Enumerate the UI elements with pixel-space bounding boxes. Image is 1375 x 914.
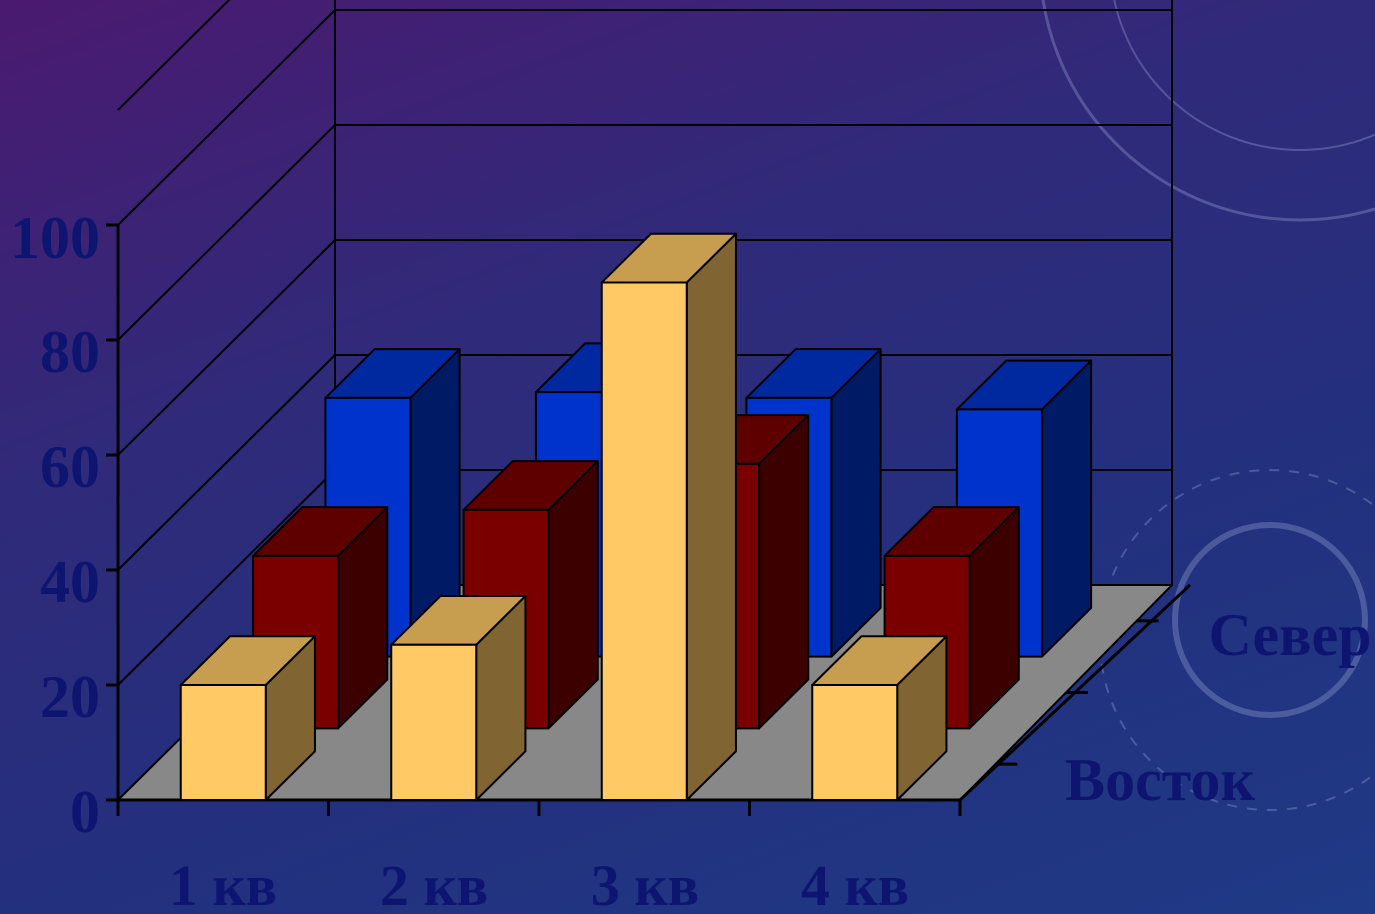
gridline-left-wall — [117, 469, 336, 686]
y-tick-label-40: 40 — [40, 549, 100, 615]
bar-front-face — [600, 281, 688, 801]
y-tick-label-100: 100 — [10, 205, 100, 271]
category-label-4: 4 кв — [801, 853, 909, 914]
bar-front-face — [390, 643, 478, 801]
bar-series-1-2 — [390, 595, 527, 801]
gridline-left-wall — [117, 239, 336, 456]
dial-ring-dashed — [1099, 469, 1375, 811]
bar-side-face — [758, 414, 810, 730]
y-tick-label-20: 20 — [40, 664, 100, 730]
bar-series-1-1 — [179, 635, 316, 801]
series-1 — [179, 232, 948, 801]
dial-ring-small — [1172, 522, 1368, 718]
bar-front-face — [179, 684, 267, 801]
gridline-left-wall — [117, 9, 336, 226]
category-label-1: 1 кв — [169, 853, 277, 914]
dial-ring-outer — [1041, 0, 1375, 222]
bar-side-face — [830, 348, 882, 658]
bar-series-1-3 — [600, 232, 737, 801]
depth-label-sever: Север — [1208, 602, 1371, 668]
gridline-left-wall — [117, 124, 336, 341]
category-label-2: 2 кв — [380, 853, 488, 914]
bar-series-1-4 — [811, 635, 948, 801]
y-tick-label-0: 0 — [70, 779, 100, 845]
gridline-left-wall — [117, 354, 336, 571]
category-label-3: 3 кв — [591, 853, 699, 914]
depth-label-vostok: Восток — [1065, 747, 1255, 813]
chart-plot — [106, 0, 1192, 816]
background-decoration — [1041, 0, 1375, 811]
dial-ring-inner — [1113, 0, 1375, 151]
bar-side-face — [1040, 359, 1093, 658]
y-tick-label-60: 60 — [40, 434, 100, 500]
bar-front-face — [811, 684, 899, 801]
bar-side-face — [685, 232, 737, 801]
gridline-left-wall — [117, 0, 231, 111]
y-tick-label-80: 80 — [40, 319, 100, 385]
